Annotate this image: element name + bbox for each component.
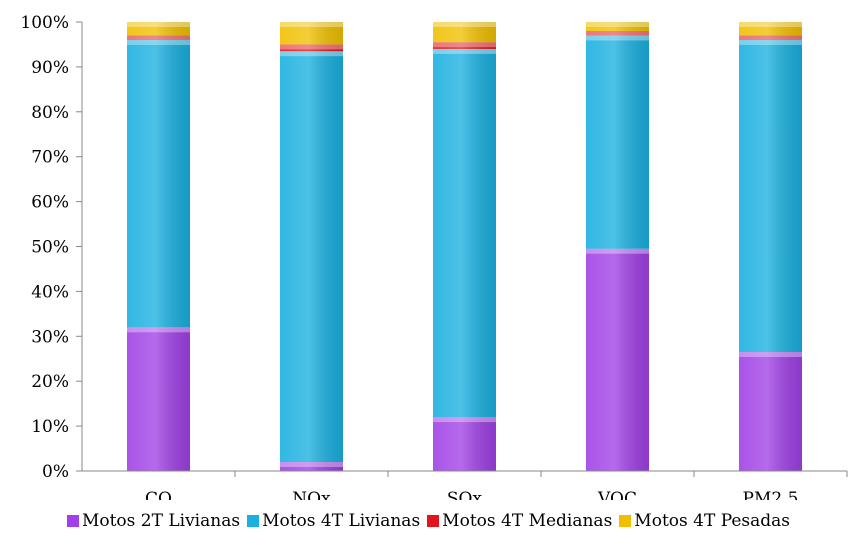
bar-segment-shine bbox=[739, 39, 802, 353]
bar-segment-top-highlight bbox=[739, 22, 802, 27]
legend-item: Motos 4T Livianas bbox=[247, 511, 420, 531]
y-tick-label: 20% bbox=[31, 372, 69, 392]
bar-segment-shine bbox=[586, 30, 649, 36]
legend-swatch bbox=[66, 515, 79, 527]
bar-segment-shine bbox=[280, 44, 343, 52]
legend-label: Motos 4T Pesadas bbox=[634, 511, 791, 531]
bar-segment-shine bbox=[433, 42, 496, 49]
bar-segment-top-highlight bbox=[433, 48, 496, 54]
x-axis-ticks: CO NOx SOx VOC PM2,5 bbox=[145, 471, 848, 500]
bars-layer bbox=[127, 22, 802, 471]
bar-segment-shine bbox=[127, 22, 190, 36]
bar-segment-top-highlight bbox=[739, 39, 802, 45]
y-tick-label: 80% bbox=[31, 103, 69, 123]
bar-segment-shine bbox=[433, 417, 496, 471]
bar-segment-shine bbox=[586, 22, 649, 31]
bar-segment-top-highlight bbox=[739, 352, 802, 358]
legend-label: Motos 2T Livianas bbox=[81, 511, 241, 531]
bar-segment-top-highlight bbox=[280, 44, 343, 50]
bar-segment-top-highlight bbox=[127, 35, 190, 40]
y-tick-label: 50% bbox=[31, 238, 69, 258]
y-tick-label: 10% bbox=[31, 417, 69, 437]
bar-segment-top-highlight bbox=[433, 22, 496, 27]
bar-segment-shine bbox=[127, 327, 190, 471]
bar-segment-shine bbox=[280, 51, 343, 463]
legend-item: Motos 2T Livianas bbox=[66, 511, 241, 531]
bar-segment-shine bbox=[586, 248, 649, 471]
legend-label: Motos 4T Medianas bbox=[442, 511, 613, 531]
x-tick-label: CO bbox=[145, 489, 172, 500]
x-tick-label: NOx bbox=[292, 489, 331, 500]
bar-segment-top-highlight bbox=[739, 35, 802, 40]
legend-swatch bbox=[427, 515, 440, 527]
bar-segment-top-highlight bbox=[433, 42, 496, 48]
legend-swatch bbox=[247, 515, 260, 527]
bar-segment-shine bbox=[739, 35, 802, 40]
x-tick-label: PM2,5 bbox=[743, 489, 799, 500]
bar-segment-top-highlight bbox=[127, 22, 190, 27]
x-tick-label: SOx bbox=[447, 489, 483, 500]
bar-segment-shine bbox=[280, 22, 343, 45]
legend-swatch bbox=[619, 515, 632, 527]
stacked-bar-chart: 0% 10% 20% 30% 40% 50% 60% 70% 80% 90% 100% CO NOx S… bbox=[20, 13, 848, 500]
y-tick-label: 30% bbox=[31, 327, 69, 347]
legend: Motos 2T Livianas Motos 4T Livianas Motos … bbox=[0, 506, 857, 536]
bar-segment-top-highlight bbox=[586, 22, 649, 27]
bar-segment-shine bbox=[739, 352, 802, 471]
y-axis-ticks: 0% 10% 20% 30% 40% 50% 60% 70% 80% 90% 100% bbox=[20, 13, 82, 482]
x-tick-label: VOC bbox=[597, 489, 637, 500]
bar-segment-top-highlight bbox=[586, 30, 649, 36]
legend-item: Motos 4T Medianas bbox=[427, 511, 612, 531]
bar-segment-shine bbox=[433, 22, 496, 43]
legend-label: Motos 4T Livianas bbox=[262, 511, 421, 531]
bar-segment-top-highlight bbox=[586, 35, 649, 41]
bar-segment-top-highlight bbox=[433, 417, 496, 423]
y-tick-label: 60% bbox=[31, 193, 69, 213]
bar-segment-shine bbox=[586, 35, 649, 249]
y-tick-label: 0% bbox=[42, 462, 69, 482]
bar-segment-shine bbox=[127, 35, 190, 40]
bar-segment-top-highlight bbox=[127, 39, 190, 45]
bar-segment-shine bbox=[739, 22, 802, 36]
bar-segment-top-highlight bbox=[586, 248, 649, 254]
bar-segment-top-highlight bbox=[127, 327, 190, 333]
y-tick-label: 90% bbox=[31, 58, 69, 78]
bar-segment-shine bbox=[127, 39, 190, 328]
legend-item: Motos 4T Pesadas bbox=[619, 511, 790, 531]
bar-segment-top-highlight bbox=[280, 462, 343, 468]
y-tick-label: 70% bbox=[31, 148, 69, 168]
bar-segment-shine bbox=[280, 462, 343, 471]
bar-segment-top-highlight bbox=[280, 22, 343, 27]
bar-segment-top-highlight bbox=[280, 51, 343, 57]
y-tick-label: 40% bbox=[31, 282, 69, 302]
bar-segment-shine bbox=[433, 48, 496, 418]
y-tick-label: 100% bbox=[20, 13, 69, 33]
